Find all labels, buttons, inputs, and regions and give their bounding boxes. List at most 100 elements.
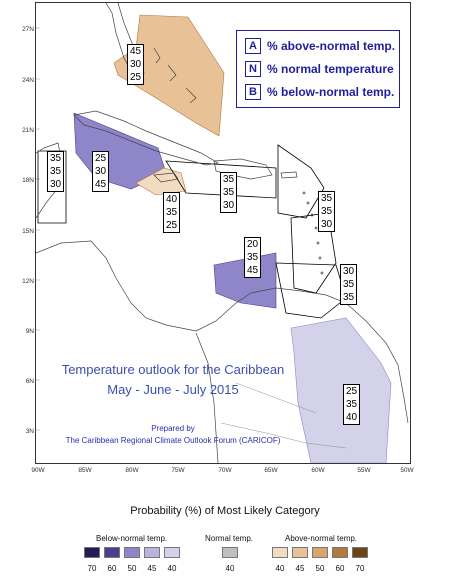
zone-jamaica <box>135 167 187 196</box>
normal-value: 35 <box>49 166 62 177</box>
normal-value: 35 <box>222 187 235 198</box>
map-title: Temperature outlook for the Caribbean <box>61 362 285 377</box>
above-normal-value: 45 <box>129 46 142 57</box>
above-normal-value: 40 <box>165 194 178 205</box>
above-normal-value: 35 <box>49 153 62 164</box>
above-normal-legend-title: Above-normal temp. <box>285 534 358 543</box>
normal-value: 30 <box>94 166 107 177</box>
credit-organization: The Caribbean Regional Climate Outlook F… <box>65 436 281 445</box>
legend-row-above: A % above-normal temp. <box>245 38 395 54</box>
above-normal-value: 25 <box>94 153 107 164</box>
below-normal-value: 45 <box>94 179 107 190</box>
swatch-above-50 <box>312 547 328 558</box>
normal-value: 35 <box>246 252 259 263</box>
below-normal-value: 25 <box>129 72 142 83</box>
swatch-label-above-40: 40 <box>275 564 285 573</box>
lon-label-80w: 80W <box>125 467 139 474</box>
below-normal-value: 35 <box>342 292 355 303</box>
below-normal-value: 30 <box>222 200 235 211</box>
lat-label-21n: 21N <box>22 127 34 134</box>
swatch-above-45 <box>292 547 308 558</box>
legend-row-below: B % below-normal temp. <box>245 84 394 100</box>
normal-value: 30 <box>129 59 142 70</box>
normal-value: 35 <box>165 207 178 218</box>
below-normal-value: 40 <box>345 412 358 423</box>
lon-label-60w: 60W <box>311 467 325 474</box>
zone-south <box>275 262 347 319</box>
lat-label-12n: 12N <box>22 278 34 285</box>
swatch-below-70 <box>84 547 100 558</box>
swatch-normal-40 <box>222 547 238 558</box>
zone-guianas <box>290 317 392 463</box>
prob-box-bahamas: 45 30 25 <box>127 44 144 85</box>
swatch-below-45 <box>144 547 160 558</box>
normal-legend-title: Normal temp. <box>205 534 254 543</box>
lat-label-24n: 24N <box>22 77 34 84</box>
swatch-below-60 <box>104 547 120 558</box>
legend-key-b: B <box>245 84 261 100</box>
lon-label-70w: 70W <box>218 467 232 474</box>
lat-label-18n: 18N <box>22 177 34 184</box>
lon-label-65w: 65W <box>264 467 278 474</box>
swatch-label-below-50: 50 <box>127 564 137 573</box>
legend-key-n: N <box>245 61 261 77</box>
swatch-label-above-70: 70 <box>355 564 365 573</box>
swatch-above-70 <box>352 547 368 558</box>
lat-label-3n: 3N <box>25 428 34 435</box>
normal-value: 35 <box>345 399 358 410</box>
prob-box-hispaniola: 35 35 30 <box>220 172 237 213</box>
prob-box-leeward: 35 35 30 <box>318 191 335 232</box>
below-normal-value: 30 <box>49 179 62 190</box>
above-normal-value: 35 <box>320 193 333 204</box>
swatch-label-below-70: 70 <box>87 564 97 573</box>
credit-prepared-by: Prepared by <box>151 424 195 433</box>
category-legend: A % above-normal temp. N % normal temper… <box>236 30 400 108</box>
lat-label-6n: 6N <box>25 378 34 385</box>
graticule <box>36 27 40 431</box>
probability-legend-title: Probability (%) of Most Likely Category <box>130 505 320 517</box>
normal-value: 35 <box>320 206 333 217</box>
swatch-label-below-40: 40 <box>167 564 177 573</box>
lon-label-75w: 75W <box>171 467 185 474</box>
lat-label-9n: 9N <box>25 328 34 335</box>
zone-hispaniola <box>165 160 277 199</box>
prob-box-cayman: 25 30 45 <box>92 151 109 192</box>
legend-key-a: A <box>245 38 261 54</box>
coastlines <box>36 3 409 463</box>
swatch-above-40 <box>272 547 288 558</box>
above-normal-value: 35 <box>222 174 235 185</box>
below-normal-value: 25 <box>165 220 178 231</box>
lon-label-55w: 55W <box>357 467 371 474</box>
swatch-label-above-60: 60 <box>335 564 345 573</box>
swatch-label-below-45: 45 <box>147 564 157 573</box>
lon-label-85w: 85W <box>78 467 92 474</box>
swatch-label-above-45: 45 <box>295 564 305 573</box>
swatch-label-below-60: 60 <box>107 564 117 573</box>
swatch-below-40 <box>164 547 180 558</box>
prob-box-windward: 30 35 35 <box>340 264 357 305</box>
prob-box-belize: 35 35 30 <box>47 151 64 192</box>
lon-label-90w: 90W <box>31 467 45 474</box>
legend-row-normal: N % normal temperature <box>245 61 394 77</box>
normal-value: 35 <box>342 279 355 290</box>
prob-box-abc-islands: 20 35 45 <box>244 237 261 278</box>
lat-label-27n: 27N <box>22 26 34 33</box>
above-normal-value: 25 <box>345 386 358 397</box>
lon-label-50w: 50W <box>400 467 414 474</box>
prob-box-jamaica: 40 35 25 <box>163 192 180 233</box>
swatch-below-50 <box>124 547 140 558</box>
legend-text-normal: % normal temperature <box>267 62 394 76</box>
above-normal-value: 30 <box>342 266 355 277</box>
below-normal-legend-title: Below-normal temp. <box>96 534 168 543</box>
below-normal-value: 45 <box>246 265 259 276</box>
prob-box-guianas: 25 35 40 <box>343 384 360 425</box>
lat-label-15n: 15N <box>22 228 34 235</box>
above-normal-value: 20 <box>246 239 259 250</box>
swatch-above-60 <box>332 547 348 558</box>
map-period: May - June - July 2015 <box>107 382 239 397</box>
legend-text-below: % below-normal temp. <box>267 85 395 99</box>
swatch-label-above-50: 50 <box>315 564 325 573</box>
swatch-label-normal-40: 40 <box>225 564 235 573</box>
zone-leeward <box>277 144 325 219</box>
legend-text-above: % above-normal temp. <box>267 39 396 53</box>
